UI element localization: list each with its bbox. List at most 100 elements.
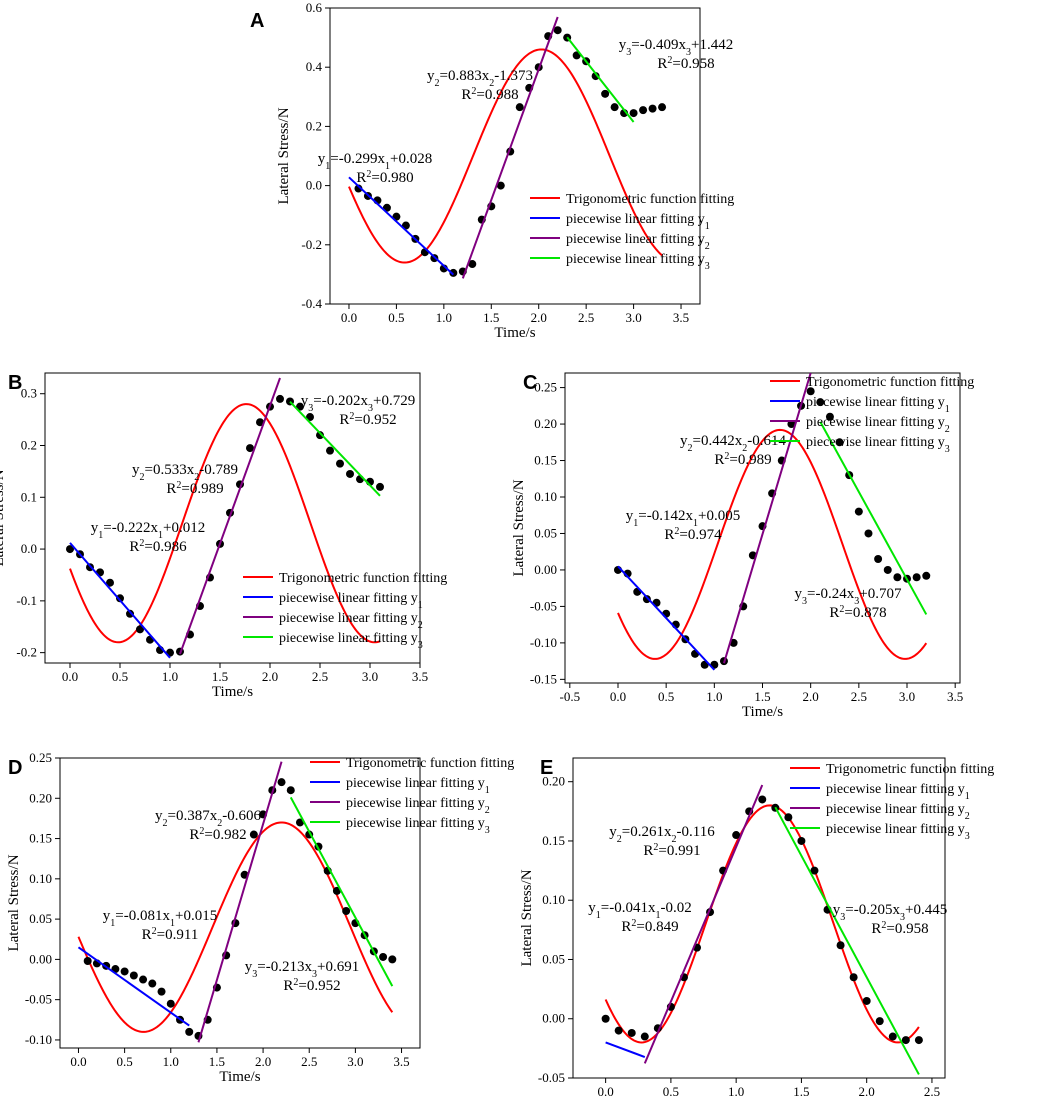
equation-y2: y2=0.387x2-0.606 [155,808,261,829]
r-squared-y2: R2=0.991 [643,842,700,860]
x-tick-label: 1.5 [209,1054,225,1069]
x-tick-label: 2.5 [924,1084,940,1097]
data-point [326,446,334,455]
legend-label-y1: piecewise linear fitting y1 [806,395,950,415]
data-point [639,106,648,115]
y-tick-label: 0.0 [21,541,37,556]
r-squared-y2: R2=0.988 [461,86,518,104]
y-tick-label: -0.2 [301,237,322,252]
y-tick-label: 0.10 [29,871,52,886]
x-tick-label: 3.5 [673,310,689,325]
data-point [806,387,815,396]
y-tick-label: -0.15 [530,671,557,686]
data-point [376,482,384,491]
r-squared-y1: R2=0.986 [129,538,187,556]
chart-panel-d: D 0.0 0.5 1.0 1.5 2.0 2.5 3.0 3.5 -0.10 -0.05 0.00 0… [6,750,514,1085]
x-tick-label: 2.5 [312,669,328,684]
equation-y1: y1=-0.299x1+0.028 [318,151,432,172]
data-point [354,184,363,193]
r-squared-y2: R2=0.989 [714,451,771,469]
legend: Trigonometric function fitting piecewise … [310,756,514,836]
equation-y1: y1=-0.081x1+0.015 [103,908,217,929]
data-point [553,26,562,35]
chart-panel-e: E 0.0 0.5 1.0 1.5 2.0 2.5 -0.05 0.00 0.05 0.10 0.15… [519,757,994,1097]
y-tick-label: -0.10 [530,635,557,650]
x-tick-label: 1.5 [212,669,228,684]
x-tick-label: 0.5 [116,1054,132,1069]
y-tick-label: -0.05 [530,598,557,613]
linear-fit-y1 [605,1041,646,1058]
data-point [614,1026,623,1035]
trig-fit-curve [77,821,394,1033]
y-tick-label: 0.25 [534,380,557,395]
x-tick-label: 3.0 [347,1054,363,1069]
linear-fit-y3 [819,421,928,615]
plot-frame [572,757,946,1079]
x-tick-label: 1.0 [163,1054,179,1069]
data-point [286,786,295,795]
x-tick-label: 0.5 [663,1084,679,1097]
x-tick-label: 1.0 [162,669,178,684]
y-tick-label: 0.10 [534,489,557,504]
equation-y3: y3=-0.24x3+0.707 [795,586,902,607]
plot-area [613,373,931,671]
data-point [139,975,148,984]
data-point [601,89,610,98]
x-tick-label: 1.5 [754,689,770,704]
data-point [336,459,344,468]
data-point [875,1017,884,1026]
plot-area [348,16,667,279]
linear-fit-y2 [179,377,281,655]
linear-fit-y2 [461,16,559,279]
legend-label-y3: piecewise linear fitting y3 [279,631,423,651]
data-point [642,595,651,604]
x-tick-label: 2.5 [578,310,594,325]
data-point [901,1036,910,1045]
y-tick-label: 0.05 [534,525,557,540]
linear-fit-y3 [774,806,920,1075]
data-point [888,1032,897,1041]
y-axis-label: Lateral Stress/N [276,107,292,204]
data-point [120,967,129,976]
x-tick-label: 1.0 [728,1084,744,1097]
plot-area [77,761,397,1043]
data-point [296,818,304,827]
data-point [249,830,258,839]
data-point [379,952,388,961]
legend-label-trig: Trigonometric function fitting [279,571,447,586]
data-point [732,831,741,840]
r-squared-y3: R2=0.952 [339,411,396,429]
data-point [864,529,873,538]
legend-label-y1: piecewise linear fitting y1 [346,776,490,796]
linear-fit-y1 [348,176,455,276]
data-point [810,866,819,875]
data-point [629,109,638,118]
data-point [66,545,74,554]
panel-label: A [250,10,264,32]
data-point [126,609,134,618]
data-point [246,444,254,453]
x-tick-label: 2.0 [262,669,278,684]
y-tick-label: 0.15 [534,453,557,468]
data-point [862,996,871,1005]
data-point [449,268,458,277]
legend-label-trig: Trigonometric function fitting [566,192,734,207]
legend-label-y3: piecewise linear fitting y3 [346,816,490,836]
data-point [797,836,806,845]
y-tick-label: -0.2 [16,645,37,660]
y-tick-label: -0.10 [25,1032,52,1047]
x-tick-label: 1.0 [706,689,722,704]
linear-fit-y2 [197,761,283,1043]
data-point [256,418,264,427]
legend-label-y1: piecewise linear fitting y1 [566,212,710,232]
x-tick-label: 3.5 [947,689,963,704]
legend: Trigonometric function fitting piecewise … [790,762,994,842]
plot-frame [59,757,421,1049]
data-point [277,778,286,787]
data-point [836,941,845,950]
x-axis-label: Time/s [742,704,783,720]
chart-panel-a: A 0.0 0.5 1.0 1.5 2.0 2.5 3.0 3.5 -0.4 -0.2 0.0 0.2 0… [250,0,734,341]
data-point [640,1032,649,1041]
y-tick-label: -0.4 [301,296,322,311]
